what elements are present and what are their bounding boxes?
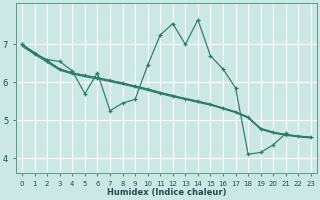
X-axis label: Humidex (Indice chaleur): Humidex (Indice chaleur) (107, 188, 226, 197)
